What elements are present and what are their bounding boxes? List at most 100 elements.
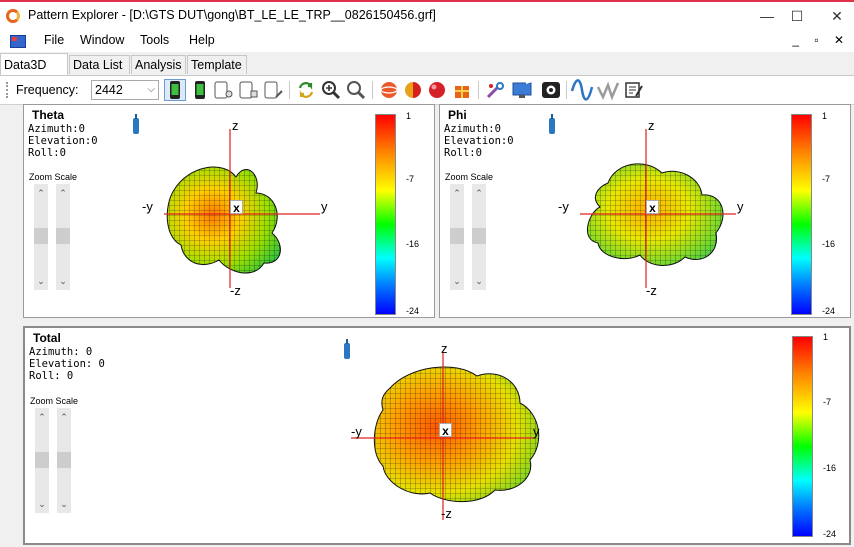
scroll-down-icon[interactable]: ⌄ [453,276,461,286]
phi-panel[interactable]: Phi Azimuth:0 Elevation:0 Roll:0 Zoom Scal… [439,104,851,318]
minimize-button[interactable]: — [760,8,774,24]
menu-file[interactable]: File [44,33,65,47]
phi-axis-z-label: z [648,118,655,133]
zoom-in-icon[interactable] [320,79,342,101]
total-pattern-shape [373,366,540,503]
total-elevation: Elevation: 0 [29,358,105,370]
chevron-down-icon: ⌵ [147,84,155,95]
probe-icon[interactable] [344,339,350,359]
theta-roll: Roll:0 [28,147,66,159]
sphere-red-icon[interactable] [378,79,400,101]
theta-pattern-shape [166,166,281,274]
scroll-up-icon[interactable]: ⌃ [37,188,45,198]
scroll-down-icon[interactable]: ⌄ [59,276,67,286]
theta-colorbar-tick: 1 [406,111,412,121]
scroll-down-icon[interactable]: ⌄ [38,499,46,509]
zoom-in-glyph [322,81,341,100]
tab-data-list[interactable]: Data List [69,55,130,74]
probe-icon[interactable] [549,114,555,134]
phi-title: Phi [448,108,467,122]
theta-colorbar-tick: -24 [406,306,420,316]
theta-3d-plot[interactable] [24,105,435,318]
refresh-icon[interactable] [295,79,317,101]
theta-colorbar-tick: -16 [406,239,420,249]
total-zoom-scrollbar-1[interactable]: ⌃ ⌄ [35,408,49,513]
document-menu-icon[interactable] [10,35,26,48]
scroll-thumb[interactable] [56,228,70,244]
scroll-up-icon[interactable]: ⌃ [38,412,46,422]
tab-data3d[interactable]: Data3D [0,53,68,75]
scroll-up-icon[interactable]: ⌃ [60,412,68,422]
maximize-button[interactable]: ☐ [790,8,804,24]
scroll-up-icon[interactable]: ⌃ [453,188,461,198]
zoom-out-icon[interactable] [345,79,367,101]
monitor-icon[interactable] [512,79,534,101]
sphere-red-glyph [380,82,398,98]
camera-icon[interactable] [540,79,562,101]
phi-axis-neg-y-label: -y [558,199,569,214]
device-glyph [214,81,233,99]
phone-green-icon[interactable] [189,79,211,101]
sphere-solid-icon[interactable] [426,79,448,101]
edit-note-icon[interactable] [623,79,645,101]
phi-zoom-scrollbar-1[interactable]: ⌃ ⌄ [450,184,464,290]
scroll-down-icon[interactable]: ⌄ [60,499,68,509]
scroll-thumb[interactable] [57,452,71,468]
check-wave-icon[interactable] [596,79,620,101]
frequency-value: 2442 [95,83,123,97]
sphere-half-icon[interactable] [402,79,424,101]
phi-axis-x-label: x [646,200,659,215]
total-axis-neg-y-label: -y [351,424,362,439]
theta-panel[interactable]: Theta Azimuth:0 Elevation:0 Roll:0 Zoom Sc… [23,104,435,318]
theta-zoom-scrollbar-1[interactable]: ⌃ ⌄ [34,184,48,290]
scroll-down-icon[interactable]: ⌄ [475,276,483,286]
menu-window[interactable]: Window [80,33,125,47]
tab-template[interactable]: Template [187,55,247,74]
theta-axis-x-label: x [230,200,243,215]
probe-icon[interactable] [133,114,139,134]
refresh-glyph [298,82,314,98]
phi-3d-plot[interactable] [440,105,851,318]
device-icon[interactable] [238,79,260,101]
tools-icon[interactable] [485,79,507,101]
phi-pattern-shape [587,163,724,266]
scroll-thumb[interactable] [472,228,486,244]
device-glyph [239,81,258,99]
phone-green-icon[interactable] [164,79,186,101]
total-3d-plot[interactable] [25,328,851,545]
menu-tools[interactable]: Tools [140,33,170,47]
close-button[interactable]: ✕ [831,8,843,24]
total-azimuth: Azimuth: 0 [29,346,93,358]
scroll-thumb[interactable] [35,452,49,468]
total-zoom-label: Zoom Scale [30,396,79,406]
theta-colorbar [375,114,396,315]
scroll-down-icon[interactable]: ⌄ [37,276,45,286]
scroll-thumb[interactable] [450,228,464,244]
total-axis-z-label: z [441,341,448,356]
toolbar-separator [289,81,290,99]
total-panel[interactable]: Total Azimuth: 0 Elevation: 0 Roll: 0 Zoom… [23,326,851,545]
device-icon[interactable] [213,79,235,101]
scroll-up-icon[interactable]: ⌃ [59,188,67,198]
mdi-window-controls[interactable]: _ ▫ ✕ [792,33,850,47]
sphere-half-glyph [405,82,421,98]
toolbar-separator [478,81,479,99]
phi-colorbar-tick: -24 [822,306,836,316]
total-orientation: Azimuth: 0 Elevation: 0 Roll: 0 [29,346,105,382]
wave-icon[interactable] [570,79,594,101]
menu-help[interactable]: Help [189,33,215,47]
camera-glyph [542,82,560,98]
gift-icon[interactable] [451,79,473,101]
scroll-up-icon[interactable]: ⌃ [475,188,483,198]
phi-axis-y-label: y [737,199,744,214]
toolbar-separator [566,81,567,99]
frequency-select[interactable]: 2442 ⌵ [91,80,159,100]
phi-zoom-scrollbar-2[interactable]: ⌃ ⌄ [472,184,486,290]
theta-zoom-scrollbar-2[interactable]: ⌃ ⌄ [56,184,70,290]
toolbar-grip[interactable] [6,82,10,98]
total-zoom-scrollbar-2[interactable]: ⌃ ⌄ [57,408,71,513]
tab-analysis[interactable]: Analysis [131,55,186,74]
device-icon[interactable] [263,79,285,101]
theta-axis-neg-y-label: -y [142,199,153,214]
scroll-thumb[interactable] [34,228,48,244]
